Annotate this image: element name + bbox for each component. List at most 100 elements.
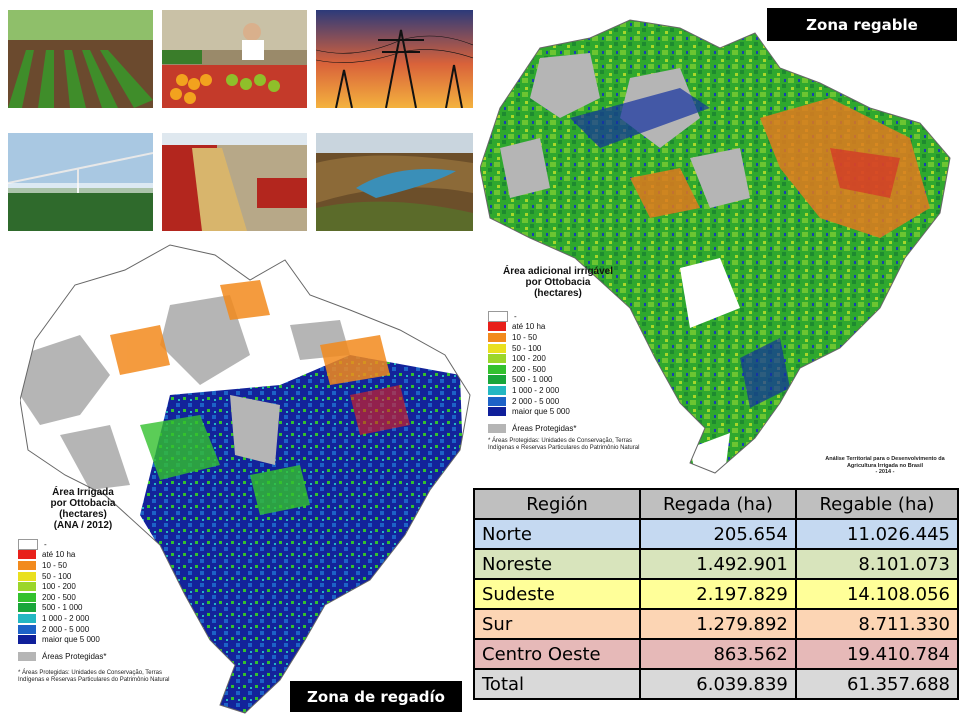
legend-item: 1 000 - 2 000 [18, 613, 148, 624]
header-regada: Regada (ha) [639, 488, 797, 520]
legend-regable-title: Área adicional irrigável por Ottobacia (… [488, 266, 628, 299]
legend-label: 2 000 - 5 000 [42, 624, 90, 634]
regable-cell: 11.026.445 [794, 518, 960, 550]
total-regable: 61.357.688 [794, 668, 960, 700]
photo-reservoir [316, 133, 473, 231]
credit-line: Análise Territorial para o Desenvolvimen… [825, 456, 945, 462]
legend-swatch [18, 538, 38, 550]
legend-label: 500 - 1 000 [42, 603, 83, 613]
legend-label: - [44, 539, 47, 549]
photo-produce-market [162, 10, 307, 108]
legend-label: até 10 ha [42, 550, 76, 560]
legend-item: - [18, 538, 148, 550]
header-regable: Regable (ha) [794, 488, 960, 520]
regable-cell: 8.101.073 [794, 548, 960, 580]
legend-item: 100 - 200 [488, 353, 628, 364]
map-credit: Análise Territorial para o Desenvolvimen… [812, 456, 958, 476]
legend-item: 50 - 100 [18, 571, 148, 582]
legend-regadio-title-line: Área Irrigada [52, 487, 114, 498]
legend-regable-items: - até 10 ha 10 - 50 50 - 100 100 - 200 200 - … [488, 310, 628, 434]
legend-label: 500 - 1 000 [512, 375, 553, 385]
legend-item: - [488, 310, 628, 322]
table-row: Sudeste 2.197.829 14.108.056 [473, 578, 960, 610]
region-cell: Sur [473, 608, 641, 640]
legend-item: 200 - 500 [18, 592, 148, 603]
photo-vegetable-rows [8, 10, 153, 108]
legend-label: 10 - 50 [512, 332, 537, 342]
legend-label: 1 000 - 2 000 [512, 385, 560, 395]
table-header-row: Región Regada (ha) Regable (ha) [473, 488, 960, 520]
legend-regable: Área adicional irrigável por Ottobacia (… [488, 266, 639, 452]
legend-regable-title-line: por Ottobacia [525, 277, 591, 288]
legend-swatch [488, 332, 506, 342]
legend-label: 100 - 200 [512, 354, 546, 364]
legend-swatch [488, 310, 508, 322]
legend-item: 200 - 500 [488, 364, 628, 375]
legend-item: 2 000 - 5 000 [18, 624, 148, 635]
legend-item: 10 - 50 [18, 560, 148, 571]
legend-label: 200 - 500 [512, 364, 546, 374]
legend-swatch [488, 354, 506, 364]
table-row: Centro Oeste 863.562 19.410.784 [473, 638, 960, 670]
legend-label: maior que 5 000 [512, 407, 570, 417]
legend-swatch [488, 385, 506, 395]
total-regada: 6.039.839 [639, 668, 797, 700]
legend-swatch [488, 396, 506, 406]
regada-cell: 2.197.829 [639, 578, 797, 610]
legend-item: até 10 ha [18, 550, 148, 561]
credit-line: Agricultura Irrigada no Brasil [846, 462, 924, 469]
regable-cell: 8.711.330 [794, 608, 960, 640]
photo-grain-harvest [162, 133, 307, 231]
legend-swatch [18, 560, 36, 570]
legend-item: 10 - 50 [488, 332, 628, 343]
table-row: Noreste 1.492.901 8.101.073 [473, 548, 960, 580]
legend-regadio-note: * Áreas Protegidas: Unidades de Conserva… [18, 669, 170, 683]
region-cell: Sudeste [473, 578, 641, 610]
legend-label: Áreas Protegidas* [512, 423, 577, 433]
legend-item: 1 000 - 2 000 [488, 385, 628, 396]
legend-swatch [18, 635, 36, 645]
legend-label: 10 - 50 [42, 560, 67, 570]
region-cell: Noreste [473, 548, 641, 580]
legend-label: Áreas Protegidas* [42, 651, 107, 661]
legend-regadio: Área Irrigada por Ottobacia (hectares) (… [18, 487, 169, 684]
legend-swatch [488, 375, 506, 385]
legend-regadio-title-line: por Ottobacia [50, 498, 116, 509]
legend-swatch [18, 582, 36, 592]
region-cell: Centro Oeste [473, 638, 641, 670]
table-total-row: Total 6.039.839 61.357.688 [473, 668, 960, 700]
legend-item: 500 - 1 000 [488, 375, 628, 386]
header-region: Región [473, 488, 641, 520]
legend-swatch [18, 651, 36, 661]
legend-label: - [514, 311, 517, 321]
legend-label: maior que 5 000 [42, 635, 100, 645]
zona-regable-badge: Zona regable [767, 8, 957, 41]
table-body: Norte 205.654 11.026.445 Noreste 1.492.901 8.… [473, 518, 960, 670]
legend-swatch [18, 571, 36, 581]
map-regadio [20, 244, 471, 714]
regada-cell: 205.654 [639, 518, 797, 550]
legend-label: 200 - 500 [42, 592, 76, 602]
legend-label: 50 - 100 [512, 343, 542, 353]
legend-swatch [488, 423, 506, 433]
legend-regadio-title: Área Irrigada por Ottobacia (hectares) (… [18, 487, 148, 531]
legend-item: até 10 ha [488, 322, 628, 333]
legend-label: 100 - 200 [42, 582, 76, 592]
legend-regadio-title-line: (hectares) [59, 509, 107, 520]
legend-item: 50 - 100 [488, 343, 628, 354]
legend-regable-title-line: Área adicional irrigável [502, 266, 614, 277]
legend-item: 500 - 1 000 [18, 603, 148, 614]
region-table: Región Regada (ha) Regable (ha) Norte 205… [473, 488, 960, 700]
legend-swatch [18, 592, 36, 602]
legend-item: 100 - 200 [18, 581, 148, 592]
legend-swatch [488, 364, 506, 374]
legend-swatch [488, 343, 506, 353]
legend-swatch [18, 550, 36, 560]
regable-cell: 14.108.056 [794, 578, 960, 610]
zona-regadio-badge: Zona de regadío [290, 681, 462, 712]
regada-cell: 863.562 [639, 638, 797, 670]
total-label: Total [473, 668, 641, 700]
legend-item: Áreas Protegidas* [488, 423, 628, 434]
map-regable [480, 19, 951, 474]
legend-swatch [18, 624, 36, 634]
